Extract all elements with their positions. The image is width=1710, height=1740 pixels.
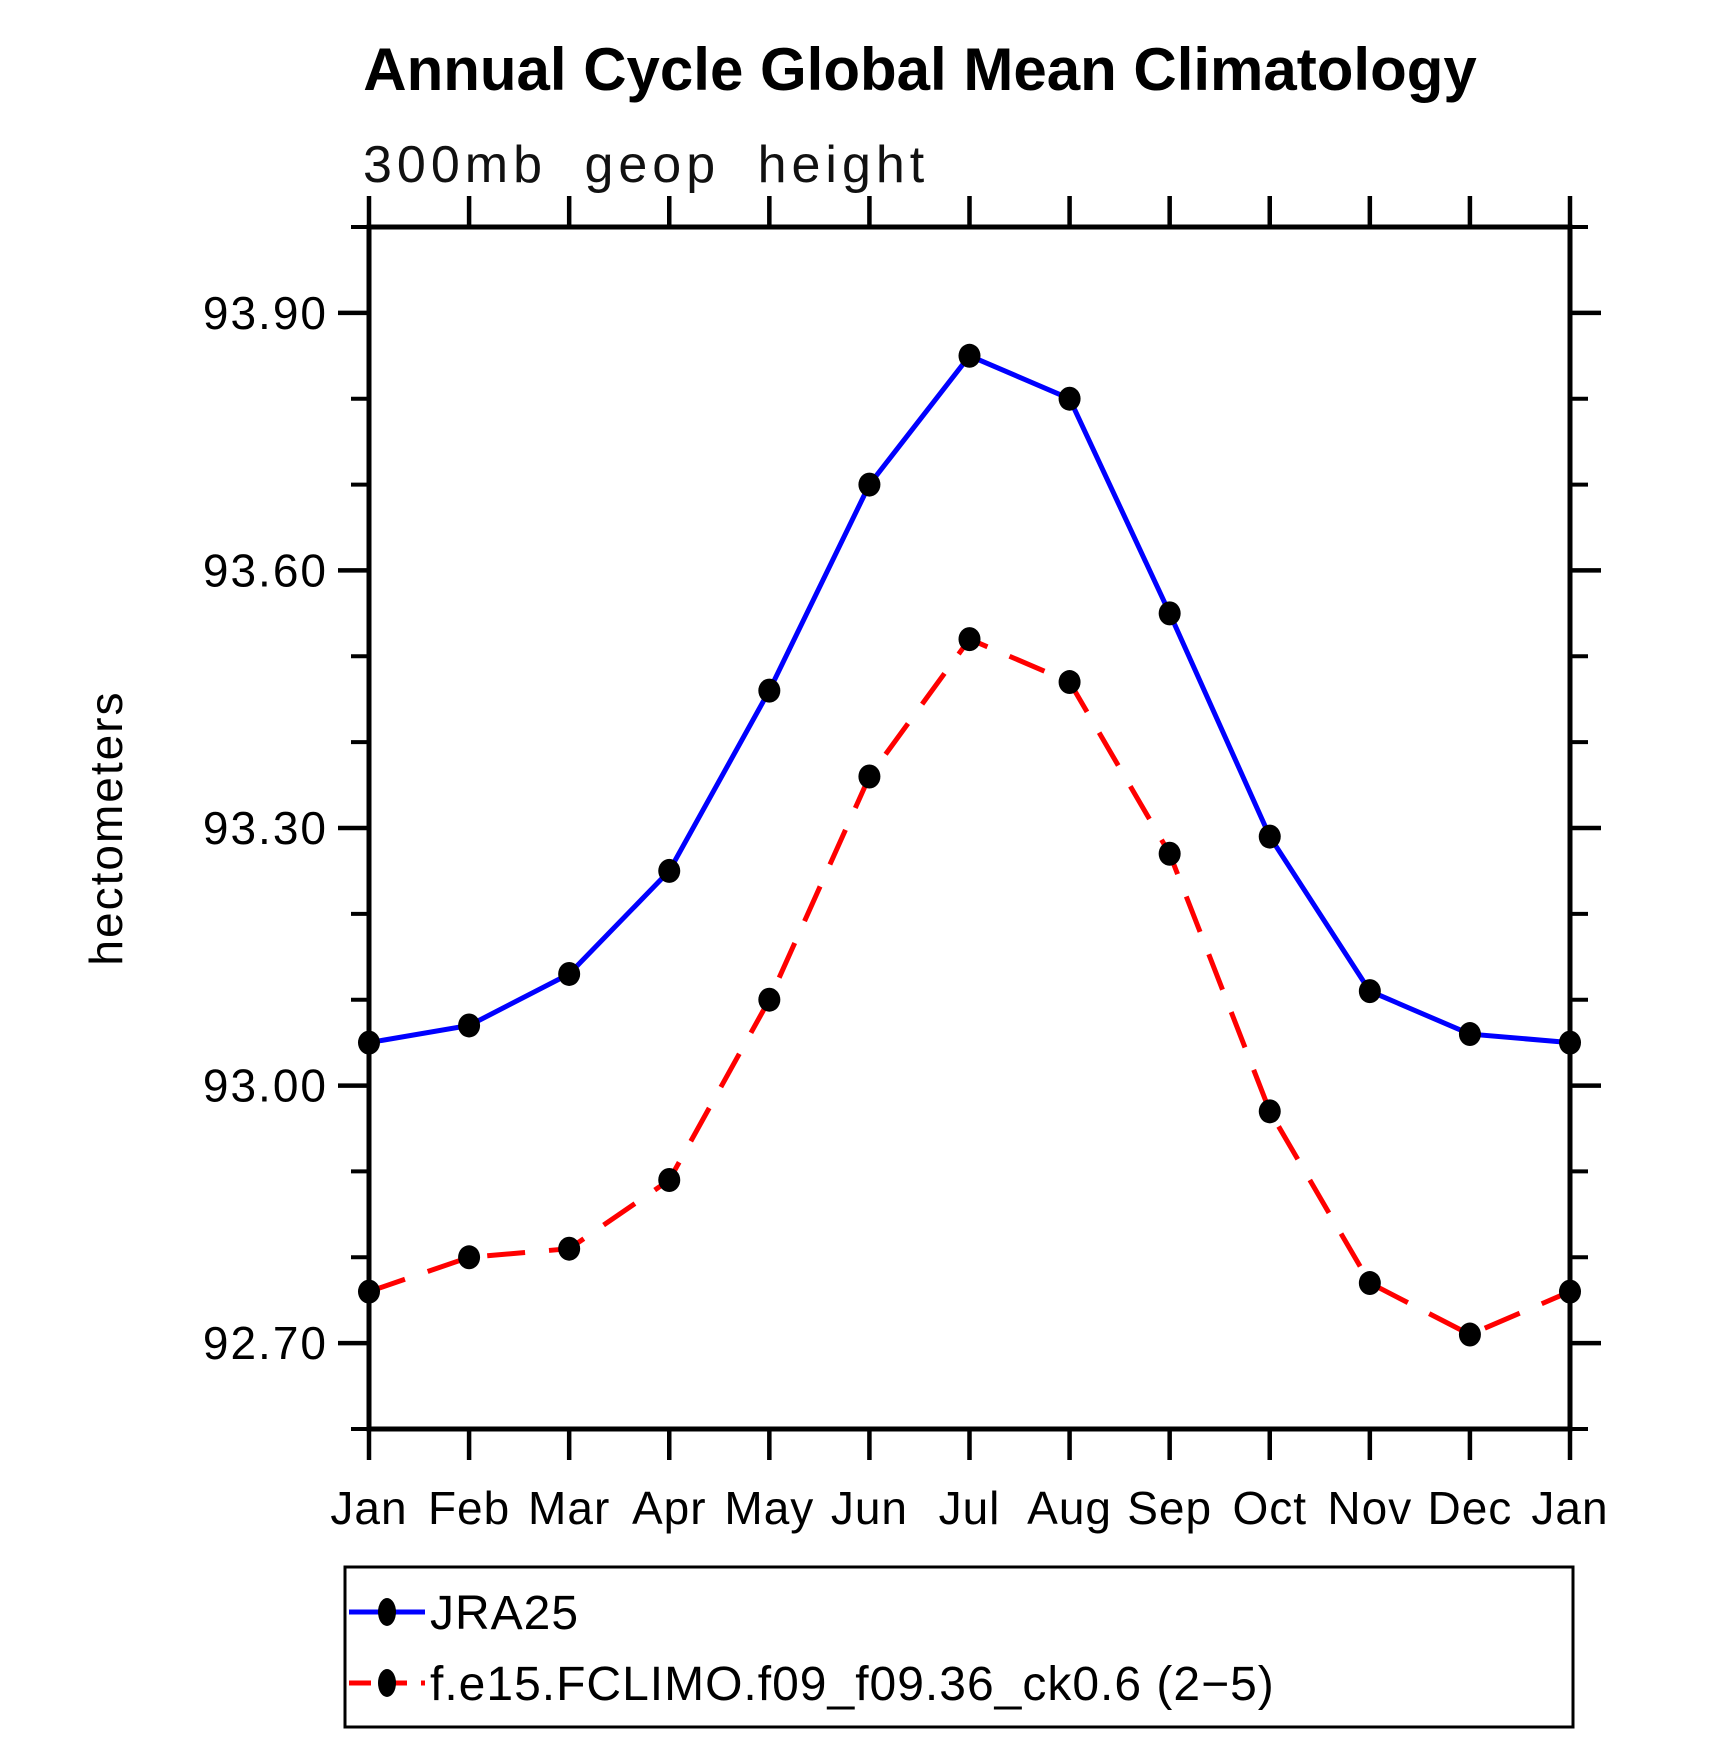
y-tick-label: 92.70	[203, 1317, 328, 1369]
data-point-marker	[1058, 386, 1081, 411]
data-point-marker	[658, 858, 681, 883]
data-point-marker	[558, 961, 581, 986]
data-point-marker	[858, 472, 881, 497]
y-tick-label: 93.00	[203, 1060, 328, 1112]
data-point-marker	[1458, 1022, 1481, 1047]
data-point-marker	[758, 678, 781, 703]
series-line-jra25	[368, 352, 1571, 1046]
legend-marker	[378, 1598, 396, 1626]
x-tick-labels: Jan Feb Mar Apr May Jun Jul Aug Sep Oct Nov Dec Jan	[330, 1482, 1608, 1534]
data-point-marker	[1158, 841, 1181, 866]
x-tick-label: Oct	[1232, 1482, 1307, 1534]
data-point-marker	[358, 1279, 380, 1304]
x-tick-label: Jul	[939, 1482, 1001, 1534]
data-point-marker	[458, 1245, 481, 1270]
x-tick-label: May	[724, 1482, 814, 1534]
data-point-marker	[458, 1013, 481, 1038]
legend-entry-label: JRA25	[430, 1587, 579, 1640]
data-point-marker	[1458, 1322, 1481, 1347]
y-tick-label: 93.90	[203, 287, 328, 339]
x-tick-label: Mar	[528, 1482, 610, 1534]
data-point-marker	[1258, 824, 1281, 849]
x-tick-label: Jan	[1531, 1482, 1608, 1534]
x-tick-label: Feb	[428, 1482, 510, 1534]
x-tick-label: Jun	[831, 1482, 908, 1534]
data-point-marker	[1358, 1271, 1381, 1296]
x-tick-label: Dec	[1428, 1482, 1513, 1534]
y-tick-labels: 92.70 93.00 93.30 93.60 93.90	[203, 287, 328, 1369]
data-point-marker	[1158, 601, 1181, 626]
x-tick-label: Apr	[632, 1482, 707, 1534]
y-tick-label: 93.30	[203, 802, 328, 854]
data-point-marker	[858, 764, 881, 789]
legend-entry-label: f.e15.FCLIMO.f09_f09.36_ck0.6 (2−5)	[430, 1658, 1275, 1711]
chart-title: Annual Cycle Global Mean Climatology	[363, 36, 1477, 103]
data-point-marker	[358, 1030, 380, 1055]
chart-subtitle: 300mb geop height	[363, 136, 929, 194]
x-tick-label: Sep	[1127, 1482, 1212, 1534]
y-axis-title: hectometers	[80, 690, 132, 965]
data-point-marker	[658, 1168, 681, 1193]
data-point-marker	[558, 1236, 581, 1261]
data-point-marker	[1559, 1279, 1581, 1304]
x-tick-label: Aug	[1027, 1482, 1112, 1534]
axis-ticks	[338, 196, 1601, 1460]
data-series	[358, 343, 1581, 1347]
data-point-marker	[758, 987, 781, 1012]
y-tick-label: 93.60	[203, 544, 328, 596]
legend-box	[343, 1565, 1575, 1729]
data-point-marker	[1058, 670, 1081, 695]
legend-marker	[378, 1669, 396, 1697]
data-point-marker	[958, 627, 981, 652]
x-tick-label: Nov	[1327, 1482, 1412, 1534]
x-tick-label: Jan	[330, 1482, 407, 1534]
data-point-marker	[958, 343, 981, 368]
data-point-marker	[1358, 979, 1381, 1004]
legend: JRA25 f.e15.FCLIMO.f09_f09.36_ck0.6 (2−5)	[343, 1565, 1575, 1729]
data-point-marker	[1559, 1030, 1581, 1055]
data-point-marker	[1258, 1099, 1281, 1124]
